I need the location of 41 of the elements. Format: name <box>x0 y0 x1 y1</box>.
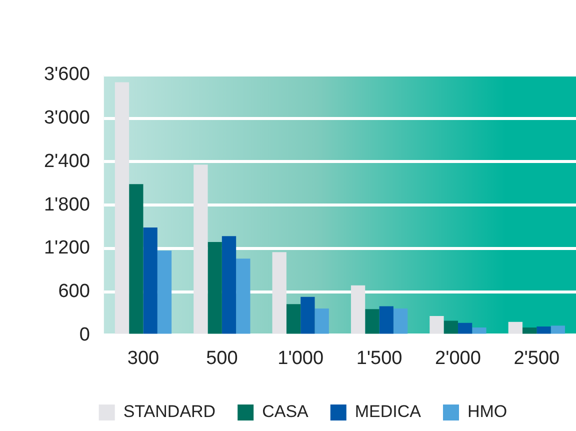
x-tick-label: 300 <box>127 348 160 369</box>
bar <box>393 308 408 334</box>
legend-label: MEDICA <box>354 402 422 422</box>
bar <box>536 326 551 334</box>
y-tick-label: 3'000 <box>44 108 90 129</box>
legend-label: HMO <box>467 402 508 422</box>
x-tick-label: 2'000 <box>435 348 481 369</box>
bar <box>458 322 472 334</box>
bar <box>300 296 315 334</box>
bar <box>350 285 366 334</box>
y-tick-label: 600 <box>58 281 90 302</box>
y-tick-label: 2'400 <box>44 150 90 172</box>
x-tick-label: 1'500 <box>356 348 402 369</box>
bar <box>286 304 301 334</box>
bar <box>444 320 458 334</box>
bar <box>472 328 486 334</box>
bar <box>430 316 444 334</box>
bar <box>129 184 144 334</box>
y-tick-label: 0 <box>79 324 90 346</box>
y-tick-label: 1'800 <box>44 194 90 216</box>
legend-label: CASA <box>262 402 310 422</box>
y-tick-label: 3'600 <box>44 64 90 86</box>
x-tick-label: 2'500 <box>514 348 560 369</box>
bar <box>194 164 208 334</box>
bar <box>508 322 522 334</box>
bar <box>236 258 250 334</box>
legend-label: STANDARD <box>123 402 216 422</box>
bar <box>522 328 537 334</box>
bar <box>365 309 380 334</box>
bar <box>379 306 394 334</box>
bar <box>550 326 565 334</box>
bar <box>208 242 222 334</box>
bar <box>314 308 329 334</box>
bar <box>272 252 286 334</box>
bar <box>222 236 236 334</box>
bar <box>143 228 158 334</box>
x-tick-label: 1'000 <box>278 348 324 369</box>
bar <box>157 250 172 334</box>
y-tick-label: 1'200 <box>44 238 90 259</box>
x-tick-label: 500 <box>206 348 238 369</box>
bar <box>114 82 130 334</box>
